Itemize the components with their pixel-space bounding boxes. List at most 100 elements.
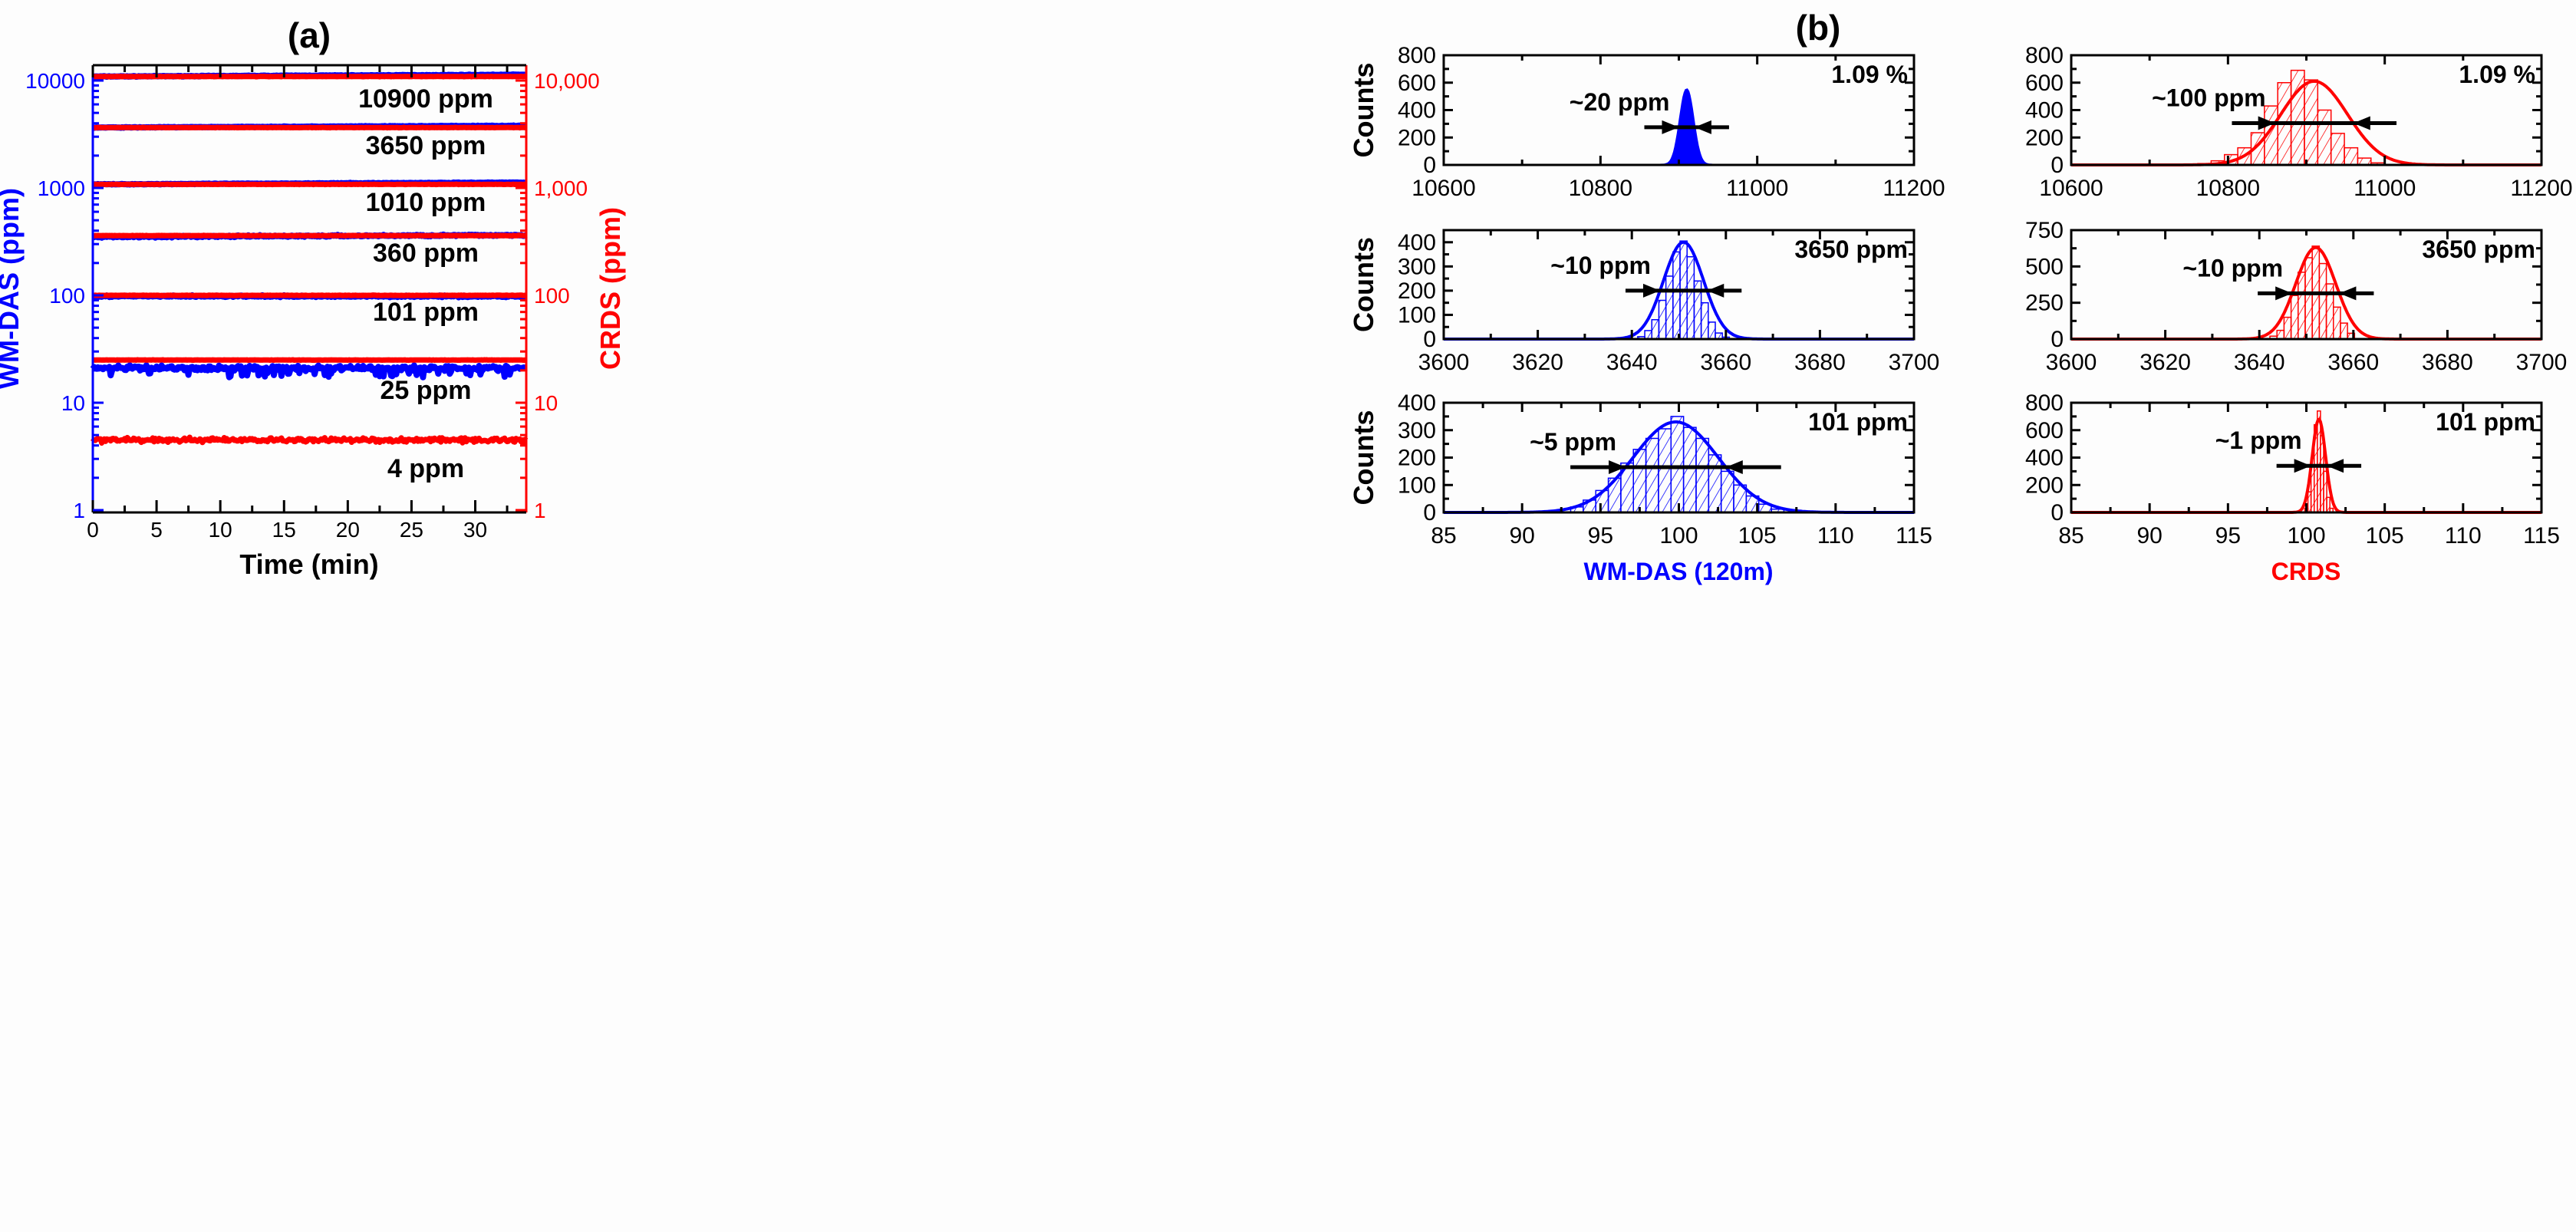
histogram-bar	[1672, 251, 1681, 340]
y-tick-label: 0	[2051, 153, 2064, 178]
x-tick-label: 85	[1431, 523, 1456, 548]
histogram-bar	[1658, 428, 1672, 513]
histogram-bar	[1700, 301, 1709, 340]
x-tick-label: 100	[1659, 523, 1698, 548]
y-tick-label: 200	[1398, 278, 1436, 304]
histogram-bar	[2344, 147, 2359, 166]
y-tick-label-right: 100	[534, 284, 570, 308]
y-tick-label: 600	[2025, 418, 2064, 443]
fwhm-label: ~1 ppm	[2215, 427, 2302, 454]
arrow-left-icon	[2339, 286, 2357, 301]
arrow-left-icon	[2353, 116, 2370, 130]
histogram-bar	[1708, 321, 1716, 340]
x-tick-label: 11200	[2510, 176, 2572, 201]
panel-a-title: (a)	[288, 15, 331, 55]
panel-b-title: (b)	[1796, 8, 1841, 48]
histogram-bar	[2290, 295, 2299, 340]
x-tick-label: 85	[2058, 523, 2084, 548]
histogram-bar	[1708, 454, 1722, 513]
x-tick-label: 105	[1738, 523, 1777, 548]
y-tick-label: 400	[2025, 446, 2064, 471]
x-tick-label: 3660	[2327, 350, 2379, 375]
x-tick-label: 110	[1817, 523, 1854, 548]
y-tick-label: 800	[1398, 43, 1436, 68]
x-tick-label: 3700	[2516, 350, 2568, 375]
y-tick-label-left: 1000	[38, 176, 85, 200]
x-tick-label: 3700	[1889, 350, 1940, 375]
histogram-bar	[1645, 437, 1659, 513]
x-tick-label: 3680	[1794, 350, 1846, 375]
x-tick-label: 110	[2445, 523, 2482, 548]
x-tick-label: 30	[463, 518, 487, 542]
y-tick-label: 0	[2051, 327, 2064, 352]
concentration-label: 10900 ppm	[358, 84, 493, 114]
y-tick-label: 400	[1398, 230, 1436, 255]
y-tick-label: 800	[2025, 390, 2064, 416]
y-tick-label-left: 10000	[25, 69, 85, 93]
x-tick-label: 3680	[2422, 350, 2473, 375]
x-tick-label: 105	[2366, 523, 2404, 548]
y-tick-label: 300	[1398, 254, 1436, 279]
histogram-bar	[2330, 133, 2345, 166]
x-tick-label: 20	[336, 518, 360, 542]
x-tick-label: 115	[1896, 523, 1932, 548]
histogram-bar	[2318, 262, 2327, 340]
histogram-bar	[1720, 470, 1734, 513]
y-axis-label: Counts	[1348, 63, 1379, 158]
y-tick-label: 200	[2025, 125, 2064, 150]
x-tick-label: 90	[1509, 523, 1534, 548]
y-tick-label: 0	[2051, 500, 2064, 525]
y-tick-label: 500	[2025, 254, 2064, 279]
y-tick-label: 100	[1398, 302, 1436, 328]
x-tick-label: 15	[272, 518, 296, 542]
y-tick-label: 0	[1423, 500, 1436, 525]
panel-b: (b)10600 10800 11000 1120002004006008001.09…	[1348, 8, 2573, 585]
x-tick-label: 3640	[1606, 350, 1658, 375]
crds-series-4.5	[91, 434, 529, 446]
wmdas-series-21	[90, 362, 529, 380]
x-tick-label: 115	[2523, 523, 2560, 548]
y-tick-label: 750	[2025, 218, 2064, 243]
x-tick-label: 10800	[1569, 176, 1632, 201]
y-tick-label-right: 10,000	[534, 69, 600, 93]
histogram-bar	[2283, 316, 2292, 340]
column-label-wmdas: WM-DAS (120m)	[1583, 558, 1773, 585]
fwhm-label: ~10 ppm	[2182, 254, 2283, 282]
arrow-left-icon	[1707, 283, 1724, 298]
panel-annotation: 3650 ppm	[2422, 236, 2535, 263]
x-tick-label: 11200	[1883, 176, 1945, 201]
y-tick-label: 800	[2025, 43, 2064, 68]
arrow-right-icon	[2294, 459, 2311, 473]
y-tick-label: 0	[1423, 327, 1436, 352]
x-tick-label: 3600	[2046, 350, 2097, 375]
arrow-right-icon	[2275, 286, 2293, 301]
panel-annotation: 101 ppm	[2436, 408, 2535, 436]
y-axis-label: Counts	[1348, 237, 1379, 332]
arrow-right-icon	[2258, 116, 2275, 130]
y-tick-label-right: 1	[534, 499, 546, 522]
arrow-left-icon	[1725, 460, 1743, 475]
fwhm-label: ~20 ppm	[1570, 88, 1670, 116]
column-label-crds: CRDS	[2271, 558, 2341, 585]
x-tick-label: 3660	[1700, 350, 1751, 375]
x-tick-label: 3640	[2234, 350, 2285, 375]
x-tick-label: 3620	[2140, 350, 2191, 375]
x-tick-label: 90	[2136, 523, 2162, 548]
concentration-label: 101 ppm	[373, 298, 479, 327]
histogram-crds-3650: 3600 3620 3640 3660 3680 3700 0 250 500 750 3650 p…	[2025, 218, 2567, 375]
histogram-bar	[1651, 319, 1660, 340]
histogram-bar	[2317, 109, 2332, 166]
histogram-bar	[1632, 449, 1647, 513]
x-axis-label: Time (min)	[239, 548, 378, 580]
y-tick-label: 0	[1423, 153, 1436, 178]
y-tick-label: 600	[1398, 71, 1436, 96]
y-tick-label: 100	[1398, 473, 1436, 498]
arrow-right-icon	[1662, 120, 1679, 134]
x-tick-label: 11000	[1726, 176, 1788, 201]
histogram-bar	[2276, 329, 2285, 340]
panel-a: (a) 0 5 10 15 20 25 30 1 1 10 10 100 100 1000 1,000 1000…	[0, 15, 626, 580]
y-tick-label-left: 100	[49, 284, 85, 308]
